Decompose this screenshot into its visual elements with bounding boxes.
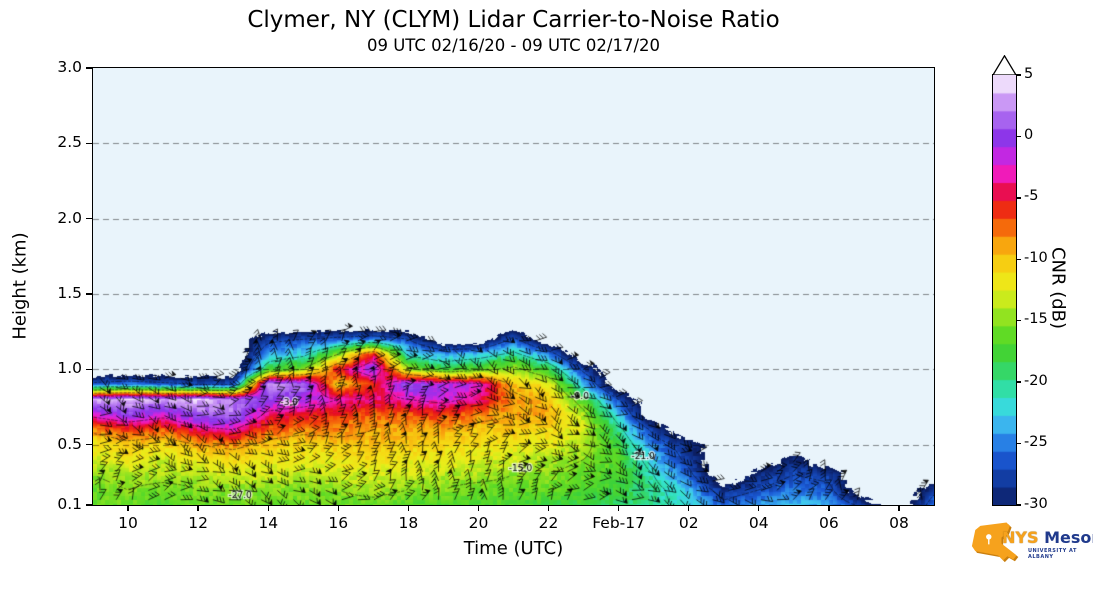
colorbar: [992, 74, 1017, 506]
x-tick-mark: [898, 505, 900, 511]
ny-state-icon: [971, 522, 1019, 563]
y-tick-mark: [86, 217, 92, 220]
plot-area: [93, 68, 934, 505]
nys-mesonet-logo: NYS Mesonet UNIVERSITY AT ALBANY: [966, 512, 1093, 590]
colorbar-over-range-arrow-icon: [993, 55, 1016, 75]
y-tick-mark: [86, 67, 92, 69]
x-tick-mark: [547, 505, 550, 511]
colorbar-tick-label: 0: [1024, 126, 1034, 143]
x-tick-label: Feb-17: [592, 514, 645, 532]
x-tick-label: 04: [748, 514, 769, 532]
colorbar-tick-label: -25: [1024, 434, 1048, 451]
colorbar-gradient-canvas: [993, 75, 1016, 505]
y-tick-label: 0.5: [57, 434, 82, 453]
y-axis-label: Height (km): [9, 232, 31, 340]
logo-text: NYS Mesonet: [1002, 528, 1093, 547]
x-tick-label: 06: [819, 514, 839, 532]
y-tick-mark: [86, 504, 92, 506]
y-tick-mark: [86, 293, 92, 295]
x-tick-mark: [828, 505, 830, 511]
colorbar-tick-mark: [1016, 320, 1021, 322]
colorbar-tick-label: -15: [1024, 311, 1048, 328]
x-tick-label: 18: [398, 514, 419, 532]
x-tick-mark: [688, 505, 690, 511]
x-tick-label: 14: [258, 514, 279, 532]
colorbar-tick-mark: [1016, 197, 1021, 199]
y-tick-label: 1.5: [57, 284, 82, 303]
colorbar-tick-mark: [1016, 381, 1021, 383]
y-tick-label: 1.0: [57, 359, 82, 378]
x-tick-label: 12: [188, 514, 208, 532]
x-tick-label: 20: [468, 514, 489, 532]
colorbar-tick-mark: [1016, 74, 1021, 76]
x-tick-mark: [407, 505, 410, 511]
x-tick-mark: [127, 505, 129, 511]
colorbar-tick-mark: [1016, 504, 1021, 506]
colorbar-tick-label: -10: [1024, 249, 1048, 266]
x-tick-label: 10: [118, 514, 138, 532]
x-tick-mark: [197, 505, 199, 511]
chart-subtitle: 09 UTC 02/16/20 - 09 UTC 02/17/20: [366, 36, 661, 55]
colorbar-tick-mark: [1016, 442, 1021, 445]
colorbar-tick-label: -5: [1024, 188, 1039, 205]
colorbar-tick-label: -30: [1024, 495, 1048, 512]
y-tick-label: 0.1: [57, 495, 82, 513]
colorbar-tick-label: -20: [1024, 372, 1048, 389]
chart-title: Clymer, NY (CLYM) Lidar Carrier-to-Noise…: [247, 7, 780, 33]
y-tick-label: 2.0: [57, 208, 82, 227]
y-tick-label: 2.5: [57, 133, 82, 152]
logo-nys-text: NYS: [1002, 528, 1039, 547]
colorbar-tick-label: 5: [1024, 65, 1034, 82]
y-tick-mark: [86, 142, 92, 145]
y-tick-label: 3.0: [57, 58, 82, 76]
x-tick-mark: [617, 505, 620, 511]
y-tick-mark: [86, 444, 92, 446]
x-axis-label: Time (UTC): [463, 538, 564, 559]
x-tick-label: 16: [328, 514, 349, 532]
colorbar-label: CNR (dB): [1047, 246, 1069, 330]
x-tick-mark: [267, 505, 269, 511]
colorbar-tick-mark: [1016, 258, 1021, 260]
x-tick-label: 02: [678, 514, 699, 532]
y-tick-mark: [86, 368, 92, 371]
cnr-heatmap-canvas: [93, 68, 934, 505]
x-tick-label: 08: [889, 514, 909, 532]
x-tick-mark: [758, 505, 760, 511]
colorbar-tick-mark: [1016, 135, 1021, 138]
logo-mesonet-text: Mesonet: [1044, 528, 1093, 547]
x-tick-mark: [477, 505, 480, 511]
x-tick-label: 22: [538, 514, 559, 532]
x-tick-mark: [337, 505, 339, 511]
logo-tagline: UNIVERSITY AT ALBANY: [1028, 548, 1077, 560]
